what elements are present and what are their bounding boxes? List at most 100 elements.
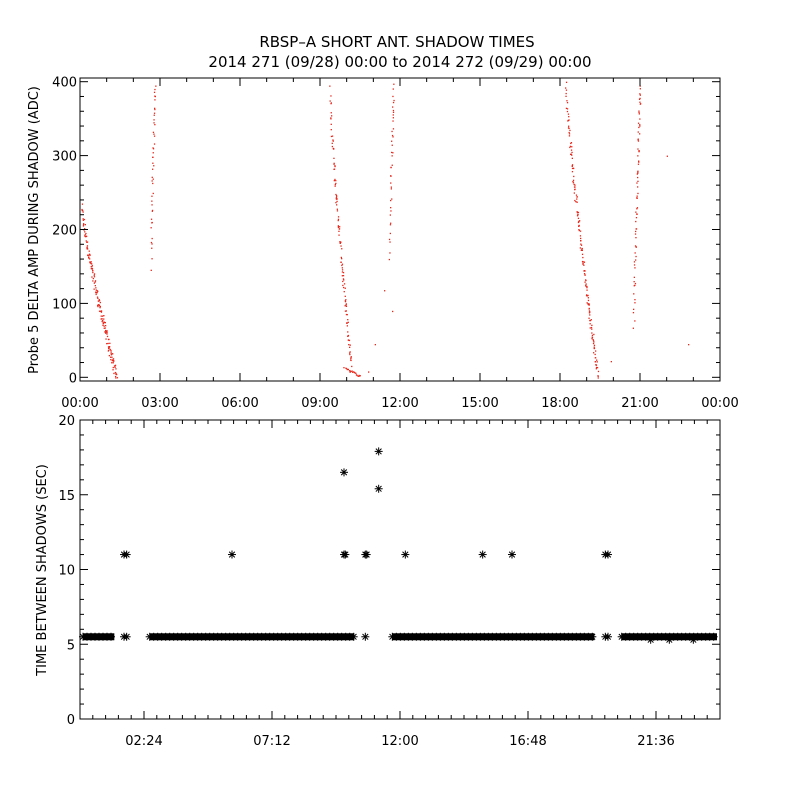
top-data-point <box>332 139 334 141</box>
bottom-data-point <box>340 468 348 477</box>
top-data-point <box>368 371 370 373</box>
top-data-point <box>636 182 638 184</box>
top-data-point <box>93 276 96 278</box>
top-data-point <box>96 290 98 292</box>
bottom-y-tick-label: 15 <box>58 489 75 504</box>
top-data-point <box>588 303 590 305</box>
top-data-point <box>99 310 102 312</box>
top-y-tick-label: 100 <box>52 297 77 312</box>
top-data-point <box>346 325 348 327</box>
top-data-point <box>391 151 393 154</box>
top-data-point <box>105 332 107 334</box>
top-data-point <box>637 138 639 140</box>
top-data-point <box>110 354 113 356</box>
bottom-data-point <box>107 632 115 641</box>
top-data-point <box>390 166 392 169</box>
top-data-point <box>115 372 117 374</box>
top-data-point <box>94 281 96 283</box>
top-data-point <box>83 223 85 225</box>
top-data-point <box>108 349 110 351</box>
top-data-point <box>390 175 392 177</box>
top-data-point <box>111 356 113 358</box>
bottom-data-point <box>478 550 487 559</box>
top-data-point <box>330 102 332 104</box>
top-data-point <box>571 146 573 148</box>
top-data-point <box>87 248 89 250</box>
top-data-point <box>634 233 637 235</box>
top-data-point <box>154 99 156 101</box>
top-data-point <box>110 349 112 352</box>
top-data-point <box>105 330 107 332</box>
top-data-point <box>84 228 86 230</box>
top-data-point <box>151 204 153 206</box>
top-data-point <box>153 122 155 124</box>
top-data-point <box>585 285 587 287</box>
top-data-point <box>89 261 91 264</box>
top-data-point <box>388 238 391 241</box>
top-data-point <box>389 252 391 254</box>
top-data-point <box>636 197 638 199</box>
top-data-point <box>580 244 583 246</box>
bottom-data-point <box>362 550 371 559</box>
top-data-point <box>596 359 598 361</box>
top-data-point <box>343 286 345 289</box>
top-data-point <box>102 315 104 317</box>
top-data-point <box>334 165 336 168</box>
top-data-point <box>342 272 345 274</box>
top-data-point <box>588 317 590 319</box>
top-data-point <box>94 285 96 287</box>
top-data-point <box>334 183 336 186</box>
top-data-point <box>568 131 570 134</box>
top-data-point <box>565 87 567 89</box>
top-data-point <box>583 273 586 275</box>
top-data-points <box>81 81 690 379</box>
top-plot-frame <box>79 77 721 382</box>
top-data-point <box>592 342 595 345</box>
top-data-point <box>342 275 345 277</box>
top-data-point <box>93 274 95 276</box>
top-data-point <box>389 241 391 243</box>
top-data-point <box>570 142 573 144</box>
top-data-point <box>350 356 352 358</box>
top-data-point <box>103 325 105 327</box>
top-data-point <box>577 221 580 224</box>
top-data-point <box>152 131 155 133</box>
top-data-point <box>633 264 636 266</box>
top-data-point <box>349 351 351 353</box>
top-data-point <box>580 240 582 242</box>
top-data-point <box>332 140 334 142</box>
top-data-point <box>353 371 355 373</box>
top-data-point <box>392 114 394 116</box>
top-data-point <box>152 182 154 185</box>
top-data-point <box>575 201 577 203</box>
top-data-point <box>639 118 641 120</box>
top-data-point <box>343 367 345 369</box>
top-data-point <box>569 146 571 149</box>
top-data-point <box>84 236 87 238</box>
bottom-x-tick-label: 16:48 <box>509 734 546 749</box>
top-axes: 0 100 200 300 400 00:00 03:00 06:00 09:00 12:00 15… <box>52 76 739 411</box>
top-data-point <box>152 162 154 164</box>
top-data-point <box>568 116 570 118</box>
top-data-point <box>359 375 361 377</box>
bottom-x-tick-label: 12:00 <box>381 734 418 749</box>
top-data-point <box>591 334 594 336</box>
bottom-x-tick-label: 21:36 <box>637 734 674 749</box>
top-data-point <box>110 356 112 358</box>
top-data-point <box>333 180 335 182</box>
top-data-point <box>107 342 109 345</box>
top-data-point <box>347 331 349 333</box>
top-data-point <box>634 299 636 301</box>
top-data-point <box>95 293 97 296</box>
top-data-point <box>154 88 156 91</box>
top-data-point <box>579 220 581 222</box>
top-data-point <box>154 124 156 126</box>
top-data-point <box>100 315 102 317</box>
top-data-point <box>334 165 336 167</box>
top-data-point <box>594 361 596 363</box>
top-data-point <box>637 139 639 141</box>
top-data-point <box>566 102 569 104</box>
top-data-point <box>335 193 337 196</box>
top-data-point <box>97 305 99 308</box>
